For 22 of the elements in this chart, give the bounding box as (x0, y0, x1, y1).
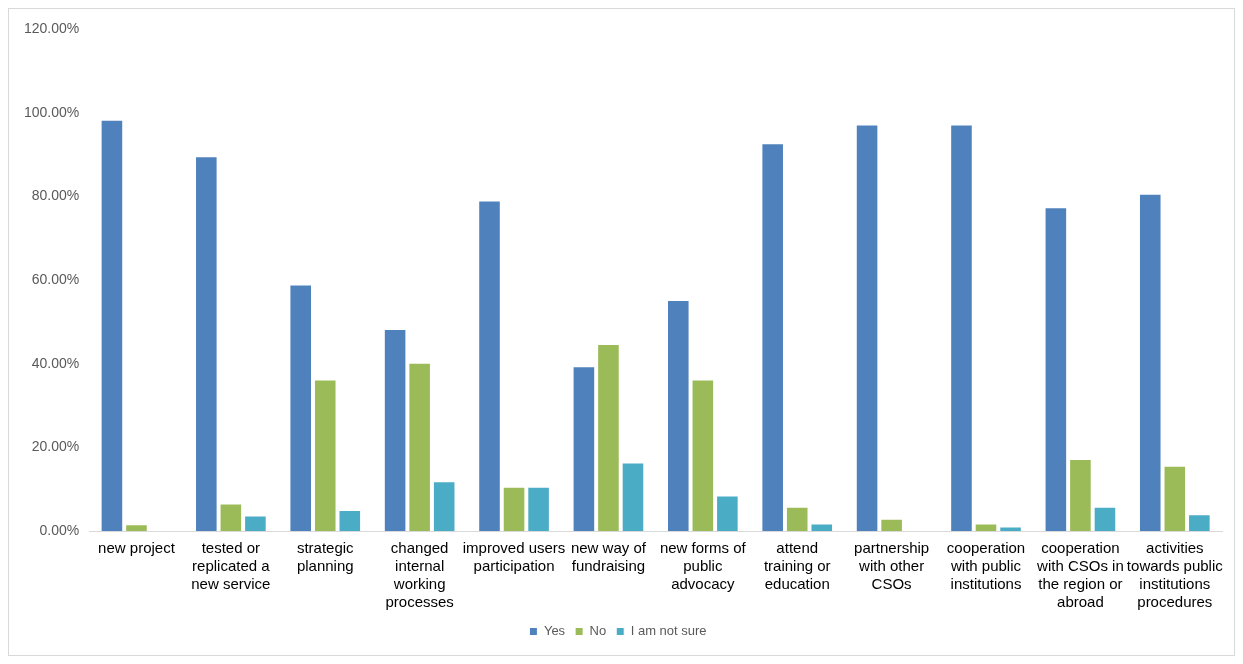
x-tick-label: activities towards public institutions procedures (1126, 539, 1224, 611)
y-tick-label: 100.00% (23, 103, 80, 120)
legend-label: I am not sure (630, 623, 707, 639)
x-tick-label: new project (98, 539, 176, 557)
x-tick-label: partnership with other CSOs (854, 539, 930, 593)
x-tick-label: tested or replicated a new service (191, 539, 271, 593)
x-tick-label: cooperation with public institutions (946, 539, 1026, 593)
y-tick-label: 60.00% (31, 270, 80, 287)
x-tick-label: changed internal working processes (385, 539, 454, 611)
y-tick-label: 20.00% (31, 438, 80, 455)
y-tick-label: 0.00% (39, 521, 80, 538)
x-tick-label: cooperation with CSOs in the region or abroad (1036, 539, 1124, 611)
x-tick-label: strategic planning (296, 539, 355, 575)
y-tick-label: 40.00% (31, 354, 80, 371)
legend-label: Yes (543, 623, 566, 639)
y-tick-label: 120.00% (23, 19, 80, 36)
x-tick-label: new forms of public advocacy (659, 539, 747, 593)
x-tick-label: new way of fundraising (570, 539, 647, 575)
x-tick-label: improved users participation (462, 539, 566, 575)
legend-label: No (589, 623, 607, 639)
y-tick-label: 80.00% (31, 187, 80, 204)
x-tick-label: attend training or education (763, 539, 831, 593)
